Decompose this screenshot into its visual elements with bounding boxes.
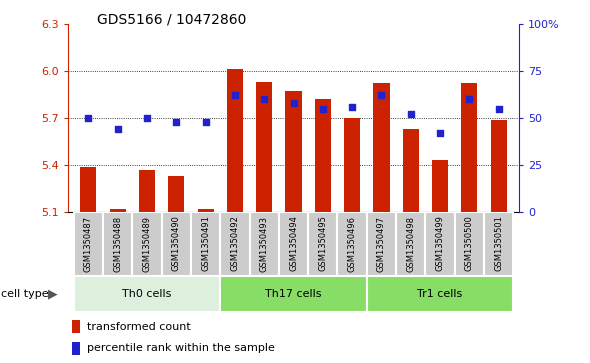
Bar <box>256 82 272 212</box>
Text: GSM1350497: GSM1350497 <box>377 216 386 272</box>
Bar <box>220 276 367 312</box>
Bar <box>461 83 477 212</box>
Bar <box>110 209 126 212</box>
Bar <box>250 212 279 276</box>
Bar <box>286 91 301 212</box>
Text: GSM1350492: GSM1350492 <box>231 216 240 272</box>
Bar <box>367 276 513 312</box>
Bar <box>344 118 360 212</box>
Text: GSM1350499: GSM1350499 <box>435 216 445 272</box>
Text: GSM1350500: GSM1350500 <box>465 216 474 272</box>
Bar <box>80 167 96 212</box>
Bar <box>484 212 513 276</box>
Bar <box>367 212 396 276</box>
Point <box>201 119 210 125</box>
Bar <box>198 209 214 212</box>
Point <box>377 93 386 98</box>
Point <box>113 126 122 132</box>
Bar <box>103 212 132 276</box>
Point <box>260 96 269 102</box>
Text: transformed count: transformed count <box>87 322 191 332</box>
Text: percentile rank within the sample: percentile rank within the sample <box>87 343 275 354</box>
Bar <box>373 83 389 212</box>
Bar <box>279 212 308 276</box>
Text: GSM1350493: GSM1350493 <box>260 216 268 272</box>
Point <box>289 100 299 106</box>
Text: GSM1350490: GSM1350490 <box>172 216 181 272</box>
Text: Th17 cells: Th17 cells <box>266 289 322 299</box>
Bar <box>491 119 507 212</box>
Bar <box>162 212 191 276</box>
Bar <box>315 99 331 212</box>
Text: GSM1350498: GSM1350498 <box>407 216 415 272</box>
Bar <box>432 160 448 212</box>
Bar <box>139 170 155 212</box>
Text: GSM1350488: GSM1350488 <box>113 216 122 272</box>
Text: GSM1350491: GSM1350491 <box>201 216 210 272</box>
Point <box>465 96 474 102</box>
Bar <box>74 276 220 312</box>
Bar <box>73 320 80 333</box>
Point <box>318 106 327 111</box>
Point <box>230 93 240 98</box>
Point <box>406 111 415 117</box>
Bar <box>227 69 243 212</box>
Text: GSM1350494: GSM1350494 <box>289 216 298 272</box>
Point <box>84 115 93 121</box>
Point <box>172 119 181 125</box>
Text: Th0 cells: Th0 cells <box>122 289 172 299</box>
Text: GDS5166 / 10472860: GDS5166 / 10472860 <box>97 13 247 27</box>
Bar <box>308 212 337 276</box>
Text: GSM1350495: GSM1350495 <box>319 216 327 272</box>
Bar <box>73 342 80 355</box>
Text: GSM1350501: GSM1350501 <box>494 216 503 272</box>
Bar <box>132 212 162 276</box>
Bar <box>396 212 425 276</box>
Bar <box>403 129 419 212</box>
Text: GSM1350489: GSM1350489 <box>142 216 152 272</box>
Bar <box>425 212 455 276</box>
Bar <box>455 212 484 276</box>
Text: ▶: ▶ <box>48 287 58 301</box>
Point <box>348 104 357 110</box>
Point <box>435 130 445 136</box>
Text: GSM1350496: GSM1350496 <box>348 216 356 272</box>
Point <box>142 115 152 121</box>
Text: GSM1350487: GSM1350487 <box>84 216 93 272</box>
Bar <box>74 212 103 276</box>
Bar <box>337 212 367 276</box>
Bar <box>168 176 184 212</box>
Bar <box>191 212 220 276</box>
Text: Tr1 cells: Tr1 cells <box>418 289 463 299</box>
Bar <box>220 212 250 276</box>
Point <box>494 106 503 111</box>
Text: cell type: cell type <box>1 289 49 299</box>
